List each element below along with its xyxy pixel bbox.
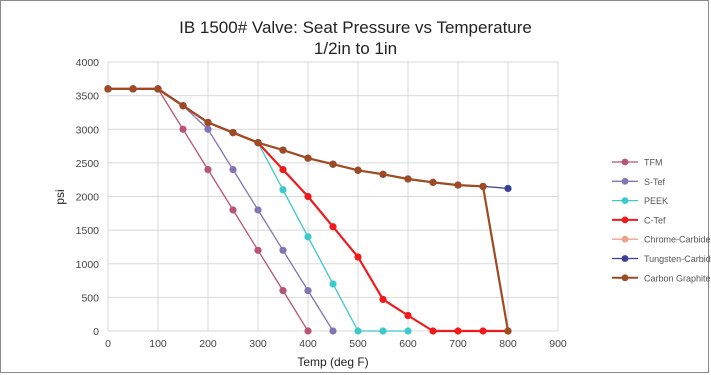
y-tick-label: 3000 [76,124,100,136]
y-tick-label: 2000 [76,192,100,204]
y-axis-label: psi [53,189,67,204]
x-tick-label: 900 [549,338,567,350]
legend-label: Tungsten-Carbide [644,254,711,264]
data-point-carbon-graphite [479,182,487,191]
legend-item-s-tef: S-Tef [612,177,666,187]
legend-label: C-Tef [644,215,666,225]
data-point-carbon-graphite [504,327,512,335]
y-axis-ticks: 0 500 1000 1500 2000 2500 3000 3500 4000 [76,57,100,338]
legend-item-tfm: TFM [612,158,663,168]
data-point-carbon-graphite [429,178,437,186]
legend-swatch-marker [621,255,629,262]
y-tick-label: 2500 [76,158,100,170]
data-point-s-tef [304,287,312,295]
data-point-carbon-graphite [304,154,312,162]
x-axis-ticks: 0 100 200 300 400 500 600 700 800 900 [105,338,567,350]
data-point-peek [379,327,387,335]
data-point-c-tef [479,327,487,335]
data-point-peek [404,327,412,335]
y-tick-label: 4000 [76,57,100,69]
legend-label: Carbon Graphite [644,273,711,283]
x-tick-label: 100 [149,338,167,350]
data-point-carbon-graphite [379,170,387,178]
data-point-carbon-graphite [279,146,287,154]
legend-label: TFM [644,158,663,168]
data-point-carbon-graphite [154,85,162,93]
legend-swatch-marker [621,197,629,205]
data-point-carbon-graphite [179,102,187,110]
data-point-s-tef [329,327,337,335]
y-tick-label: 500 [81,292,99,304]
data-point-s-tef [279,246,287,254]
x-tick-label: 400 [299,338,317,350]
x-tick-label: 300 [249,338,267,350]
series-chrome-carbide [104,85,262,147]
series-layer [104,85,512,335]
data-point-peek [279,186,287,194]
data-point-carbon-graphite [104,85,112,93]
chart-title: IB 1500# Valve: Seat Pressure vs Tempera… [179,18,532,37]
data-point-carbon-graphite [254,139,262,147]
series-carbon-graphite [104,85,512,335]
data-point-c-tef [404,311,412,320]
x-tick-label: 500 [349,338,367,350]
legend-swatch-marker [621,235,629,243]
data-point-peek [304,233,312,241]
legend-label: PEEK [644,196,668,206]
y-tick-label: 0 [93,326,99,338]
data-point-carbon-graphite [129,85,137,93]
legend-swatch-marker [621,158,629,166]
data-point-c-tef [379,295,387,303]
data-point-c-tef [354,253,362,261]
y-tick-label: 1500 [76,225,100,237]
x-tick-label: 0 [105,338,111,350]
legend-swatch-marker [621,216,629,224]
y-tick-label: 3500 [76,91,100,103]
x-tick-label: 800 [499,338,517,350]
data-point-s-tef [204,125,212,133]
legend-label: Chrome-Carbide [644,235,711,245]
legend-swatch-marker [621,274,629,282]
data-point-carbon-graphite [404,175,412,183]
legend-item-peek: PEEK [612,196,668,206]
legend-item-tungsten-carbide: Tungsten-Carbide [612,254,711,264]
data-point-c-tef [279,166,287,174]
series-line-s-tef [108,88,334,332]
data-point-s-tef [229,166,237,174]
data-point-carbon-graphite [229,129,237,137]
y-tick-label: 1000 [76,259,100,271]
data-point-tfm [304,327,312,335]
legend-item-chrome-carbide: Chrome-Carbide [612,235,711,245]
data-point-peek [354,327,362,335]
data-point-tfm [204,166,212,174]
data-point-c-tef [304,192,312,201]
data-point-tfm [254,246,262,254]
data-point-tfm [179,125,187,133]
data-point-peek [329,280,337,288]
legend-swatch-marker [621,177,629,185]
data-point-tfm [229,206,237,214]
legend-item-carbon-graphite: Carbon Graphite [612,273,711,283]
legend: TFM S-Tef PEEK C-Tef Chrome-Carbide Tungsten-… [612,158,711,283]
data-point-c-tef [454,327,462,335]
chart-subtitle: 1/2in to 1in [313,39,398,58]
data-point-tfm [279,287,287,295]
x-axis-label: Temp (deg F) [297,355,368,369]
legend-label: S-Tef [644,177,666,187]
data-point-c-tef [329,223,337,231]
data-point-tungsten-carbide [504,184,512,193]
gridlines [107,61,559,332]
x-tick-label: 700 [449,338,467,350]
data-point-s-tef [254,206,262,214]
x-tick-label: 600 [399,338,417,350]
data-point-carbon-graphite [204,118,212,127]
legend-item-c-tef: C-Tef [612,215,666,225]
data-point-carbon-graphite [354,166,362,174]
data-point-c-tef [429,327,437,335]
data-point-carbon-graphite [454,181,462,189]
x-tick-label: 200 [199,338,217,350]
data-point-carbon-graphite [329,160,337,168]
